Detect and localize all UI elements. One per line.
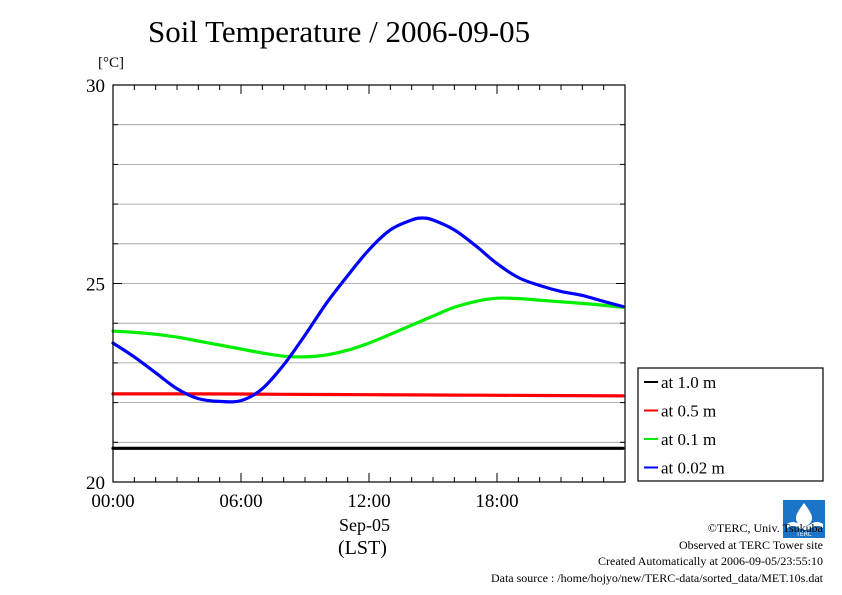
legend: at 1.0 m at 0.5 m at 0.1 m at 0.02 m — [637, 367, 824, 482]
credits-block: ©TERC, Univ. Tsukuba Observed at TERC To… — [491, 520, 823, 586]
credit-created: Created Automatically at 2006-09-05/23:5… — [598, 554, 823, 569]
credit-source: Data source : /home/hojyo/new/TERC-data/… — [490, 570, 823, 585]
x-axis-date-label: Sep-05 — [339, 515, 390, 535]
credit-copyright: ©TERC, Univ. Tsukuba — [707, 521, 823, 535]
chart-title: Soil Temperature / 2006-09-05 — [148, 14, 531, 49]
legend-label: at 0.02 m — [661, 459, 725, 478]
x-axis-timezone-label: (LST) — [338, 537, 387, 559]
series-line-3 — [111, 216, 625, 404]
legend-box — [637, 367, 824, 482]
series-line-1 — [111, 392, 625, 398]
credit-site: Observed at TERC Tower site — [678, 537, 823, 552]
y-axis-unit: [°C] — [98, 55, 124, 71]
terc-logo: TERC — [783, 500, 825, 538]
x-tick-label: 18:00 — [475, 491, 518, 512]
legend-label: at 0.5 m — [661, 402, 716, 421]
logo-text: TERC — [795, 531, 812, 538]
y-tick-label: 25 — [86, 275, 105, 296]
axis-ticks: 20 25 30 00:00 06:00 12:00 18:00 — [86, 76, 626, 512]
grid-lines — [113, 124, 625, 443]
x-tick-label: 06:00 — [219, 491, 262, 512]
y-tick-label: 20 — [86, 473, 105, 494]
series-line-2 — [111, 296, 625, 359]
y-tick-label: 30 — [86, 76, 105, 97]
legend-label: at 0.1 m — [661, 430, 716, 449]
legend-label: at 1.0 m — [661, 373, 716, 392]
x-tick-label: 12:00 — [347, 491, 390, 512]
x-tick-label: 00:00 — [91, 491, 134, 512]
series-lines — [111, 216, 625, 450]
